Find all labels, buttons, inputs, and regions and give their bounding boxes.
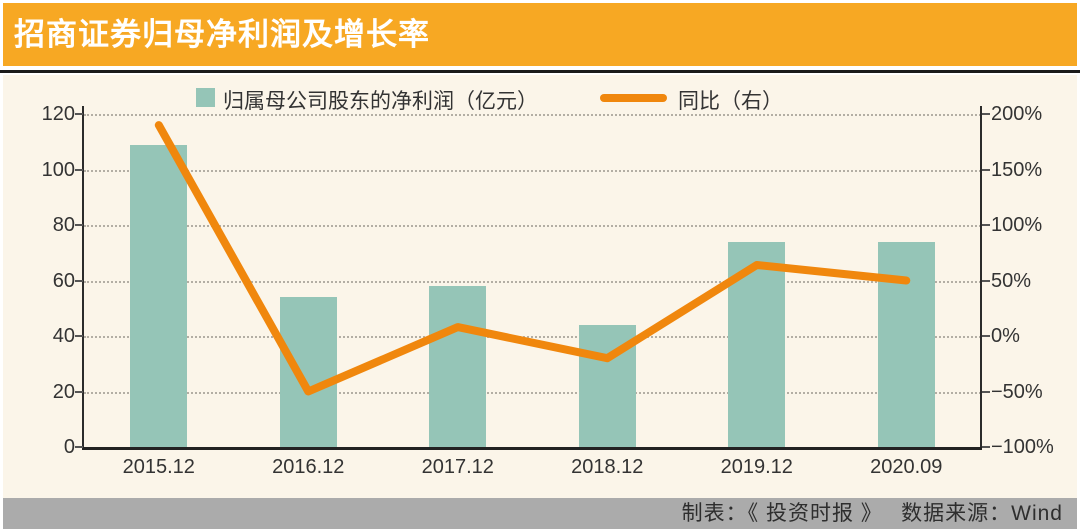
- gridline: [84, 225, 981, 227]
- left-axis-tick-label: 20: [52, 380, 75, 403]
- right-axis-tick-label: −100%: [991, 436, 1054, 458]
- left-axis-tick: [75, 279, 83, 282]
- right-axis-tick: [982, 279, 990, 282]
- x-axis-label-2016.12: 2016.12: [272, 456, 345, 478]
- left-axis-tick-label: 60: [52, 269, 75, 292]
- left-axis-tick: [75, 168, 83, 171]
- right-axis-tick: [982, 390, 990, 393]
- source-footer: 制表：《 投资时报 》 数据来源：Wind: [3, 498, 1077, 529]
- right-axis-tick: [982, 224, 990, 226]
- x-axis-label-2018.12: 2018.12: [571, 456, 644, 478]
- right-axis-tick: [982, 168, 990, 171]
- line-series-swatch-icon: [600, 94, 667, 102]
- chart-legend: 归属母公司股东的净利润（亿元） 同比（右）: [3, 75, 1077, 113]
- gridline: [84, 169, 981, 172]
- plot-area: [84, 114, 981, 447]
- gridline: [84, 114, 981, 116]
- right-axis-tick-label: −50%: [991, 380, 1043, 403]
- bar-2015.12: [130, 144, 188, 447]
- gridline: [84, 280, 981, 283]
- right-axis-tick: [982, 113, 990, 115]
- right-axis-tick-label: 100%: [991, 214, 1043, 236]
- bar-series-legend-label: 归属母公司股东的净利润（亿元）: [223, 90, 538, 113]
- growth-line: [154, 121, 911, 396]
- chart-panel: 归属母公司股东的净利润（亿元） 同比（右） 120 100 80 60 40 20 0 20…: [3, 75, 1077, 498]
- left-axis-tick-label: 120: [41, 103, 75, 125]
- left-axis-tick: [75, 446, 83, 448]
- right-axis-tick-label: 200%: [991, 103, 1043, 125]
- left-axis-tick: [75, 113, 83, 115]
- left-axis-tick: [75, 224, 83, 226]
- right-axis-tick-label: 0%: [991, 325, 1020, 347]
- gridline: [84, 391, 981, 394]
- right-axis-tick: [982, 446, 990, 448]
- title-bar: 招商证券归母净利润及增长率: [3, 3, 1077, 66]
- left-axis-tick-label: 0: [63, 436, 75, 458]
- left-axis-tick: [75, 390, 83, 393]
- x-axis-label-2019.12: 2019.12: [720, 456, 793, 478]
- right-axis-tick-label: 50%: [991, 269, 1032, 292]
- left-axis-tick: [75, 335, 83, 337]
- growth-line-path: [154, 121, 911, 396]
- x-axis-line: [82, 447, 982, 450]
- x-axis-label-2020.09: 2020.09: [870, 456, 943, 478]
- right-axis-tick-label: 150%: [991, 158, 1043, 181]
- left-axis-tick-label: 80: [52, 214, 75, 236]
- title-separator: [0, 70, 1080, 73]
- bar-2016.12: [279, 297, 337, 447]
- left-axis-tick-label: 100: [41, 158, 75, 181]
- line-series-legend-label: 同比（右）: [678, 90, 783, 113]
- page-title: 招商证券归母净利润及增长率: [14, 17, 430, 52]
- bar-series-swatch-icon: [196, 88, 215, 107]
- gridline: [84, 336, 981, 338]
- left-axis-tick-label: 40: [52, 325, 75, 347]
- footer-text: 制表：《 投资时报 》 数据来源：Wind: [681, 502, 1063, 525]
- x-axis-label-2017.12: 2017.12: [421, 456, 494, 478]
- bar-2017.12: [429, 286, 487, 447]
- right-axis-line: [980, 106, 982, 450]
- left-axis-line: [82, 106, 84, 450]
- x-axis-label-2015.12: 2015.12: [122, 456, 195, 478]
- right-axis-tick: [982, 335, 990, 337]
